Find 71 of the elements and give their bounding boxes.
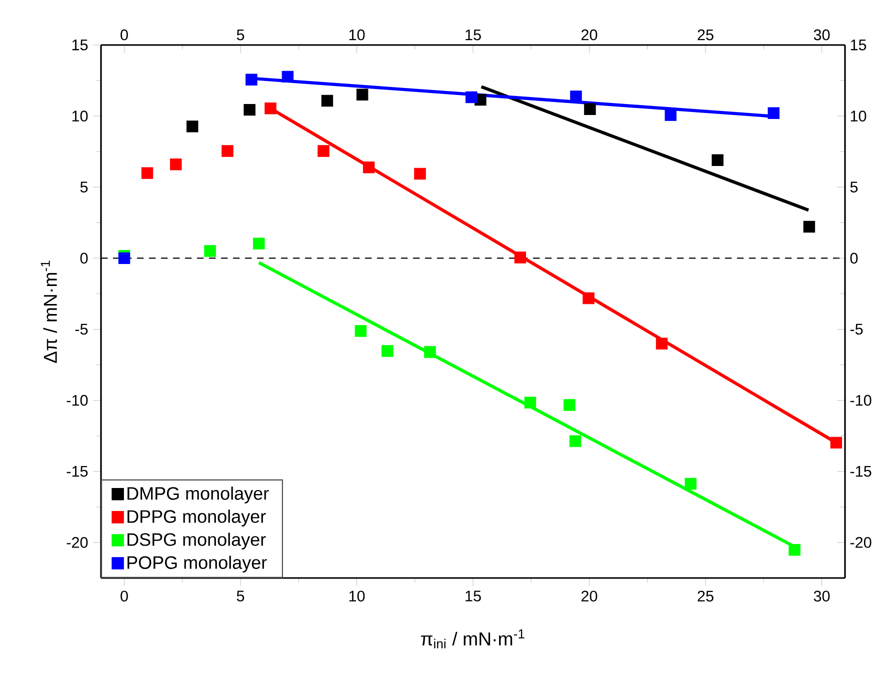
- x-tick-label: 5: [236, 30, 244, 40]
- point: [204, 245, 216, 257]
- point: [582, 292, 594, 304]
- point: [382, 345, 394, 357]
- x-axis-title: π$_{ini}$ / mN·m$^{-1}$: [421, 629, 524, 648]
- point: [141, 167, 154, 179]
- point: [264, 102, 276, 114]
- point: [170, 158, 182, 170]
- point: [664, 109, 677, 121]
- x2-tick-label: 30: [814, 590, 830, 602]
- y-axis-title: Δπ / mN·m$^{-1}$: [40, 260, 57, 363]
- point: [788, 544, 800, 556]
- y2-tick-label: 15: [850, 40, 866, 50]
- x2-tick-label: 25: [698, 590, 714, 602]
- y-tick-label: -10: [66, 394, 88, 406]
- x2-tick-label: 0: [120, 590, 128, 602]
- point: [424, 346, 436, 358]
- y2-tick-label: 0: [850, 252, 858, 264]
- point: [684, 478, 696, 490]
- point: [570, 90, 582, 102]
- x2-tick-label: 10: [349, 590, 365, 602]
- point: [514, 252, 526, 264]
- point: [569, 435, 582, 447]
- point: [253, 238, 265, 250]
- y2-tick-label: -5: [850, 324, 863, 335]
- x-tick-label: 0: [120, 29, 128, 40]
- point: [712, 154, 724, 166]
- y-tick-label: -20: [66, 537, 88, 548]
- point: [282, 70, 294, 83]
- point: [656, 338, 668, 350]
- y-tick-label: 5: [80, 182, 88, 192]
- x-tick-label: 15: [466, 30, 481, 40]
- point: [524, 396, 536, 408]
- point: [118, 252, 130, 264]
- point: [803, 220, 816, 233]
- x-tick-label: 30: [814, 29, 830, 40]
- x2-tick-label: 20: [582, 590, 598, 602]
- point: [466, 91, 478, 104]
- point: [362, 162, 375, 174]
- y-tick-label: 15: [72, 40, 88, 50]
- y2-tick-label: 10: [850, 110, 866, 122]
- point: [356, 88, 368, 100]
- y-tick-label: 10: [72, 110, 88, 122]
- x-tick-label: 10: [349, 29, 365, 40]
- point: [186, 120, 198, 132]
- legend-label: DSPG monolayer: [128, 532, 266, 550]
- point: [584, 103, 596, 115]
- x-tick-label: 20: [582, 29, 598, 40]
- point: [318, 145, 330, 157]
- point: [244, 104, 256, 116]
- y-tick-label: 0: [80, 252, 88, 264]
- point: [414, 168, 426, 180]
- point: [354, 325, 367, 337]
- x2-tick-label: 15: [466, 590, 481, 602]
- legend-label: DPPG monolayer: [128, 510, 266, 526]
- y2-tick-label: -10: [850, 394, 872, 406]
- x-tick-label: 25: [698, 29, 714, 40]
- point: [564, 399, 576, 411]
- x2-tick-label: 5: [236, 590, 244, 602]
- y2-tick-label: -20: [850, 537, 872, 548]
- point: [246, 74, 258, 86]
- legend-label: DMPG monolayer: [128, 486, 269, 504]
- legend-label: POPG monolayer: [128, 556, 267, 573]
- y2-tick-label: 5: [850, 182, 858, 192]
- point: [768, 107, 780, 119]
- point: [321, 94, 334, 107]
- point: [222, 145, 234, 157]
- y-tick-label: -5: [75, 324, 88, 335]
- y2-tick-label: -15: [850, 466, 872, 477]
- y-tick-label: -15: [66, 466, 88, 477]
- point: [830, 436, 842, 449]
